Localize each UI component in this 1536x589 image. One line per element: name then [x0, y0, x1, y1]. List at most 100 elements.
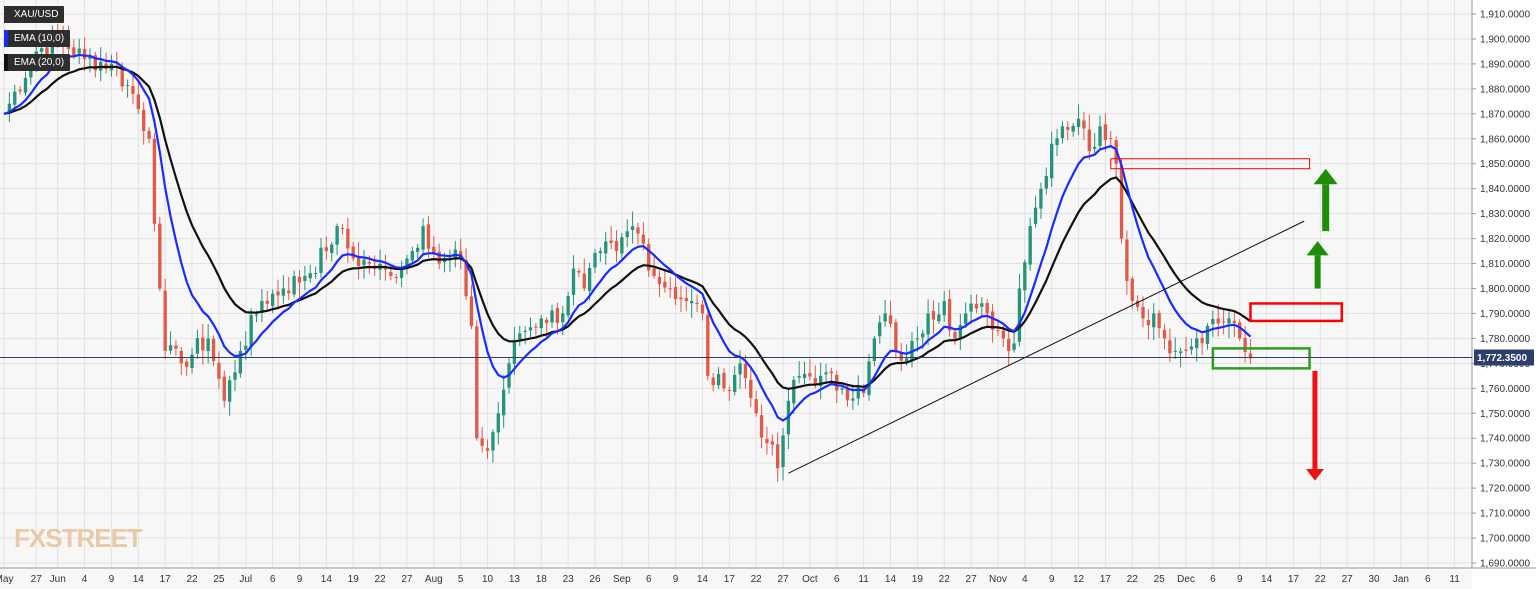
candle-body: [931, 311, 936, 320]
candle-body: [776, 444, 780, 469]
candle-body: [1216, 318, 1220, 324]
candle-body: [539, 318, 543, 329]
candle-body: [571, 268, 576, 295]
candle-body: [883, 313, 887, 322]
candle-body: [620, 237, 624, 254]
legend-ema20[interactable]: EMA (20,0): [4, 54, 71, 71]
candle-body: [867, 361, 871, 395]
candle-body: [1082, 120, 1086, 129]
candle-body: [1227, 318, 1231, 324]
x-tick-label: 17: [1288, 574, 1300, 585]
x-tick-label: 27: [31, 574, 43, 585]
candle-body: [625, 231, 629, 238]
candle-body: [222, 376, 226, 401]
ema20-line: [3, 65, 1252, 390]
down-arrow-head: [1305, 468, 1324, 481]
legend-ema10[interactable]: EMA (10,0): [4, 30, 71, 47]
y-tick-label: 1,780.0000: [1480, 334, 1530, 345]
candle-body: [1039, 188, 1043, 209]
candle-body: [1178, 351, 1183, 354]
x-tick-label: 25: [213, 574, 225, 585]
y-tick-label: 1,740.0000: [1480, 434, 1530, 445]
candle-body: [1076, 118, 1081, 128]
y-tick-label: 1,870.0000: [1480, 109, 1530, 120]
candle-body: [754, 399, 758, 414]
x-tick-label: 17: [160, 574, 172, 585]
candle-body: [598, 251, 603, 254]
candle-body: [630, 226, 635, 230]
x-tick-label: 14: [321, 574, 333, 585]
x-tick-label: 6: [1425, 574, 1431, 585]
x-tick-label: 25: [1154, 574, 1166, 585]
candle-body: [23, 77, 28, 93]
legend-symbol-label: XAU/USD: [14, 9, 59, 20]
candle-body: [1125, 239, 1129, 281]
candle-body: [39, 48, 44, 52]
candle-body: [1028, 226, 1032, 265]
candle-body: [340, 228, 345, 230]
candle-body: [974, 303, 979, 309]
candle-body: [684, 297, 688, 301]
candle-body: [818, 375, 823, 387]
candle-body: [1109, 137, 1113, 139]
candle-body: [362, 259, 366, 265]
x-tick-label: 6: [1210, 574, 1216, 585]
candle-body: [1189, 346, 1194, 350]
candle-body: [711, 377, 715, 386]
x-tick-label: 9: [673, 574, 679, 585]
x-tick-label: 6: [834, 574, 840, 585]
x-tick-label: May: [0, 574, 13, 585]
candle-body: [437, 251, 441, 264]
x-tick-label: 27: [966, 574, 978, 585]
x-tick-label: 6: [270, 574, 276, 585]
x-tick-label: 9: [109, 574, 115, 585]
candle-body: [947, 299, 952, 331]
candle-body: [174, 345, 178, 349]
candle-body: [324, 247, 329, 252]
candle-body: [356, 256, 361, 267]
candle-body: [276, 291, 280, 296]
x-tick-label: 13: [509, 574, 521, 585]
candle-body: [813, 377, 817, 385]
candle-body: [93, 55, 98, 71]
candle-body: [303, 276, 307, 281]
candle-body: [475, 326, 479, 439]
candle-body: [131, 85, 135, 94]
candle-body: [604, 241, 608, 254]
candle-body: [1001, 330, 1005, 339]
y-axis-panel: [1472, 0, 1536, 589]
support-box: [1211, 347, 1311, 370]
candle-body: [937, 314, 941, 322]
candle-body: [1238, 322, 1242, 339]
candle-body: [168, 345, 173, 351]
candle-body: [1162, 329, 1167, 339]
candle-body: [485, 448, 490, 451]
legend-symbol[interactable]: XAU/USD: [4, 6, 65, 23]
candle-body: [480, 438, 484, 446]
resistance-box: [1249, 302, 1344, 323]
candle-body: [72, 47, 76, 56]
x-tick-label: Aug: [425, 574, 443, 585]
candle-body: [491, 432, 495, 451]
x-tick-label: Sep: [613, 574, 631, 585]
candle-body: [201, 337, 205, 351]
candle-body: [158, 223, 162, 289]
candle-body: [136, 94, 140, 110]
candle-body: [668, 288, 672, 290]
candle-body: [1243, 338, 1247, 353]
candle-body: [244, 345, 248, 350]
up-arrow-small-shaft: [1314, 255, 1321, 289]
x-tick-label: 22: [1315, 574, 1327, 585]
candle-body: [308, 273, 312, 279]
y-tick-label: 1,760.0000: [1480, 384, 1530, 395]
candle-body: [1157, 312, 1161, 329]
candle-body: [185, 361, 189, 367]
candle-body: [367, 261, 372, 264]
candle-body: [270, 293, 275, 306]
x-tick-label: 9: [1237, 574, 1243, 585]
x-tick-label: 14: [885, 574, 897, 585]
candle-body: [765, 438, 769, 444]
